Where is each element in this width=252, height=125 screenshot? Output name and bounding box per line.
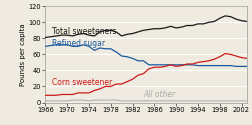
Text: Total sweeteners: Total sweeteners: [52, 27, 116, 36]
Text: All other: All other: [143, 90, 176, 99]
Text: Refined sugar: Refined sugar: [52, 39, 105, 48]
Y-axis label: Pounds per capita: Pounds per capita: [20, 23, 26, 86]
Text: Corn sweetener: Corn sweetener: [52, 78, 112, 87]
